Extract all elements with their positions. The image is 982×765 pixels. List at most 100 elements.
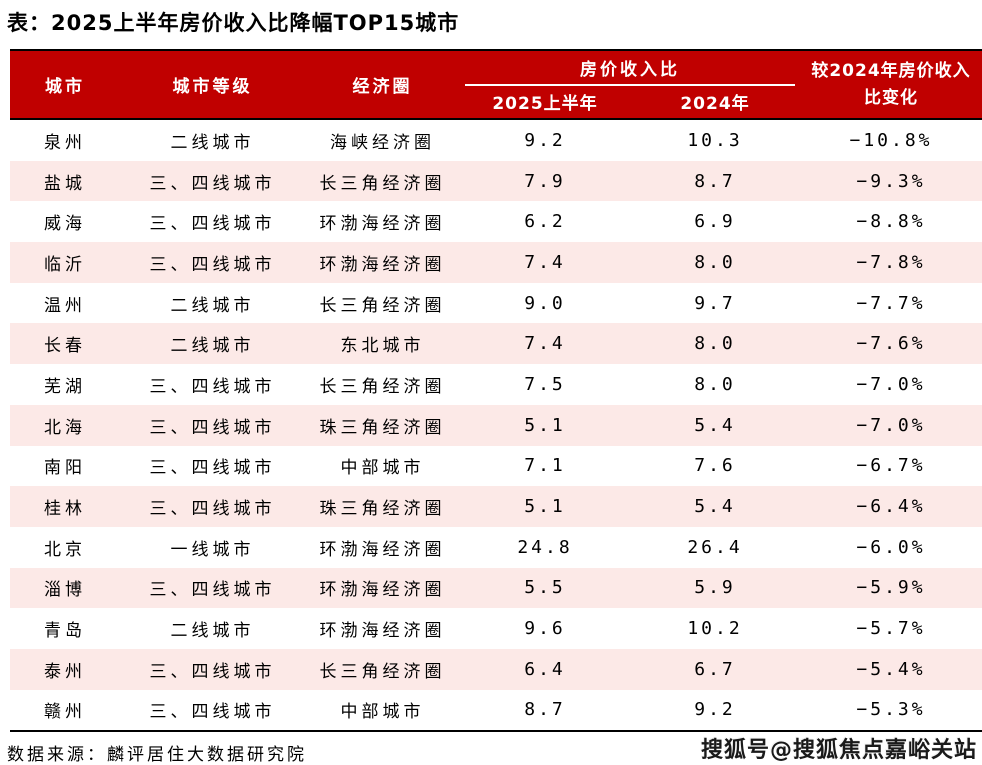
cell-ratio-2024: 5.4	[694, 496, 736, 518]
cell-ratio-2024: 5.4	[694, 414, 736, 436]
cell-change: −5.4%	[856, 658, 926, 680]
cell-change: −8.8%	[856, 211, 926, 233]
header-change-line2: 比变化	[864, 87, 918, 108]
cell-change: −7.0%	[856, 373, 926, 395]
table-row: 长春 二线城市 东北城市 7.4 8.0 −7.6%	[10, 323, 982, 365]
cell-ratio-2024: 10.2	[687, 618, 743, 640]
cell-ratio-2024: 10.3	[687, 129, 743, 151]
cell-city: 长春	[44, 336, 86, 357]
cell-city: 泰州	[44, 661, 86, 682]
cell-city: 北海	[44, 417, 86, 438]
cell-ratio-2025: 6.2	[524, 211, 566, 233]
table-row: 芜湖 三、四线城市 长三角经济圈 7.5 8.0 −7.0%	[10, 364, 982, 405]
cell-region: 环渤海经济圈	[319, 621, 446, 642]
table-row: 南阳 三、四线城市 中部城市 7.1 7.6 −6.7%	[10, 446, 982, 487]
cell-city: 桂林	[44, 499, 86, 520]
cell-ratio-2024: 8.7	[694, 170, 736, 192]
cell-city: 芜湖	[44, 376, 86, 397]
cell-region: 海峡经济圈	[330, 132, 435, 153]
table-row: 青岛 二线城市 环渤海经济圈 9.6 10.2 −5.7%	[10, 608, 982, 649]
cell-ratio-2025: 7.4	[524, 333, 566, 355]
cell-ratio-2025: 9.6	[524, 618, 566, 640]
cell-tier: 三、四线城市	[149, 173, 276, 194]
sohu-watermark: 搜狐号@搜狐焦点嘉峪关站	[700, 738, 977, 763]
cell-tier: 三、四线城市	[149, 580, 276, 601]
cell-region: 长三角经济圈	[319, 661, 446, 682]
cell-region: 中部城市	[340, 458, 425, 479]
cell-change: −9.3%	[856, 170, 926, 192]
cell-ratio-2025: 5.1	[524, 496, 566, 518]
table-row: 北海 三、四线城市 珠三角经济圈 5.1 5.4 −7.0%	[10, 404, 982, 446]
cell-change: −7.8%	[856, 251, 926, 273]
cell-city: 南阳	[44, 458, 86, 479]
cell-change: −7.6%	[856, 333, 926, 355]
cell-region: 长三角经济圈	[319, 173, 446, 194]
cell-city: 盐城	[44, 173, 86, 194]
table-row: 威海 三、四线城市 环渤海经济圈 6.2 6.9 −8.8%	[10, 201, 982, 242]
cell-ratio-2025: 9.0	[524, 292, 566, 314]
cell-region: 环渤海经济圈	[319, 580, 446, 601]
table-header: 城市 城市等级 经济圈 房价收入比 2025上半年 2024年 较2024年房价…	[10, 49, 982, 120]
cell-tier: 二线城市	[170, 336, 255, 357]
cell-ratio-2024: 26.4	[687, 536, 743, 558]
cell-tier: 二线城市	[170, 132, 255, 153]
cell-ratio-2025: 24.8	[517, 536, 573, 558]
header-ratio-group: 房价收入比 2025上半年 2024年	[460, 51, 800, 118]
cell-region: 环渤海经济圈	[319, 254, 446, 275]
cell-ratio-2024: 8.0	[694, 251, 736, 273]
header-change: 较2024年房价收入 比变化	[800, 51, 982, 118]
cell-region: 长三角经济圈	[319, 295, 446, 316]
cell-city: 北京	[44, 539, 86, 560]
page-title: 表：2025上半年房价收入比降幅TOP15城市	[7, 11, 460, 35]
cell-ratio-2024: 8.0	[694, 373, 736, 395]
cell-city: 青岛	[44, 621, 86, 642]
cell-tier: 三、四线城市	[149, 499, 276, 520]
header-2024: 2024年	[680, 94, 750, 115]
header-ratio-group-label: 房价收入比	[580, 59, 680, 80]
cell-city: 淄博	[44, 580, 86, 601]
cell-tier: 三、四线城市	[149, 458, 276, 479]
cell-change: −7.0%	[856, 414, 926, 436]
table-row: 温州 二线城市 长三角经济圈 9.0 9.7 −7.7%	[10, 283, 982, 324]
header-tier: 城市等级	[172, 77, 253, 97]
cell-tier: 二线城市	[170, 621, 255, 642]
header-region: 经济圈	[352, 77, 413, 97]
cell-ratio-2025: 7.5	[524, 373, 566, 395]
cell-change: −10.8%	[849, 129, 933, 151]
cell-change: −5.3%	[856, 699, 926, 721]
header-ratio-subcolumns: 2025上半年 2024年	[460, 86, 800, 119]
table-row: 淄博 三、四线城市 环渤海经济圈 5.5 5.9 −5.9%	[10, 567, 982, 609]
header-city: 城市	[45, 77, 85, 97]
table-row: 临沂 三、四线城市 环渤海经济圈 7.4 8.0 −7.8%	[10, 242, 982, 283]
cell-ratio-2025: 5.5	[524, 577, 566, 599]
cell-ratio-2024: 6.9	[694, 211, 736, 233]
cell-city: 威海	[44, 214, 86, 235]
cell-change: −6.4%	[856, 496, 926, 518]
table-row: 泰州 三、四线城市 长三角经济圈 6.4 6.7 −5.4%	[10, 648, 982, 690]
cell-ratio-2025: 6.4	[524, 658, 566, 680]
table-row: 北京 一线城市 环渤海经济圈 24.8 26.4 −6.0%	[10, 527, 982, 568]
data-source-note: 数据来源：麟评居住大数据研究院	[7, 745, 307, 765]
cell-region: 东北城市	[340, 336, 425, 357]
header-group-divider	[465, 83, 795, 86]
cell-region: 中部城市	[340, 702, 425, 723]
cell-change: −5.9%	[856, 577, 926, 599]
table-row: 泉州 二线城市 海峡经济圈 9.2 10.3 −10.8%	[10, 120, 982, 161]
cell-change: −5.7%	[856, 618, 926, 640]
cell-city: 临沂	[44, 254, 86, 275]
cell-ratio-2024: 8.0	[694, 333, 736, 355]
cell-tier: 三、四线城市	[149, 376, 276, 397]
cell-tier: 三、四线城市	[149, 214, 276, 235]
cell-change: −6.7%	[856, 455, 926, 477]
cell-city: 赣州	[44, 702, 86, 723]
table-row: 桂林 三、四线城市 珠三角经济圈 5.1 5.4 −6.4%	[10, 486, 982, 527]
cell-ratio-2024: 7.6	[694, 455, 736, 477]
header-change-line1: 较2024年房价收入	[811, 61, 971, 82]
cell-tier: 一线城市	[170, 539, 255, 560]
cell-tier: 三、四线城市	[149, 661, 276, 682]
cell-ratio-2024: 6.7	[694, 658, 736, 680]
cell-region: 珠三角经济圈	[319, 499, 446, 520]
cell-ratio-2024: 5.9	[694, 577, 736, 599]
cell-change: −7.7%	[856, 292, 926, 314]
cell-ratio-2024: 9.2	[694, 699, 736, 721]
